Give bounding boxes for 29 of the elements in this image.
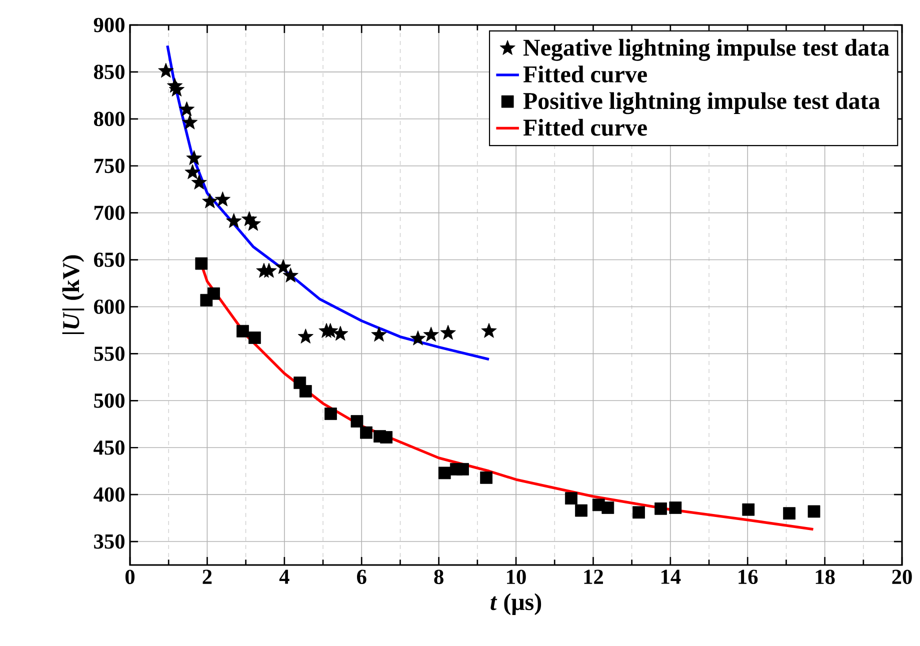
x-tick-label: 4 <box>279 570 290 584</box>
legend-label: Fitted curve <box>523 118 647 136</box>
y-tick-label: 650 <box>94 252 124 267</box>
x-tick-label: 2 <box>202 570 212 584</box>
y-tick-label: 400 <box>94 487 124 502</box>
legend-label: Fitted curve <box>523 66 647 83</box>
y-tick-label: 500 <box>94 393 124 408</box>
y-tick-label: 800 <box>94 112 124 126</box>
x-tick-label: 18 <box>816 570 835 584</box>
legend-label: Negative lightning impulse test data <box>523 38 890 61</box>
x-tick-label: 16 <box>738 570 758 584</box>
y-tick-label: 900 <box>94 18 124 32</box>
x-tick-label: 14 <box>661 570 681 584</box>
y-tick-label: 350 <box>94 534 124 549</box>
y-tick-label: 600 <box>94 300 124 314</box>
x-tick-label: 20 <box>892 570 912 584</box>
y-tick-label: 700 <box>94 206 124 220</box>
y-tick-label: 550 <box>94 346 124 361</box>
y-tick-label: 850 <box>94 64 124 80</box>
x-axis-title: t (μs) <box>490 593 542 616</box>
legend-label: Positive lightning impulse test data <box>523 92 880 114</box>
x-tick-label: 10 <box>507 570 526 584</box>
y-tick-label: 750 <box>94 158 124 174</box>
y-axis-title: |U| (kV) <box>62 255 84 334</box>
x-tick-label: 12 <box>584 570 603 584</box>
x-tick-label: 6 <box>357 570 366 584</box>
x-tick-label: 0 <box>125 570 135 584</box>
y-tick-label: 450 <box>94 440 124 455</box>
x-tick-label: 8 <box>434 570 444 584</box>
